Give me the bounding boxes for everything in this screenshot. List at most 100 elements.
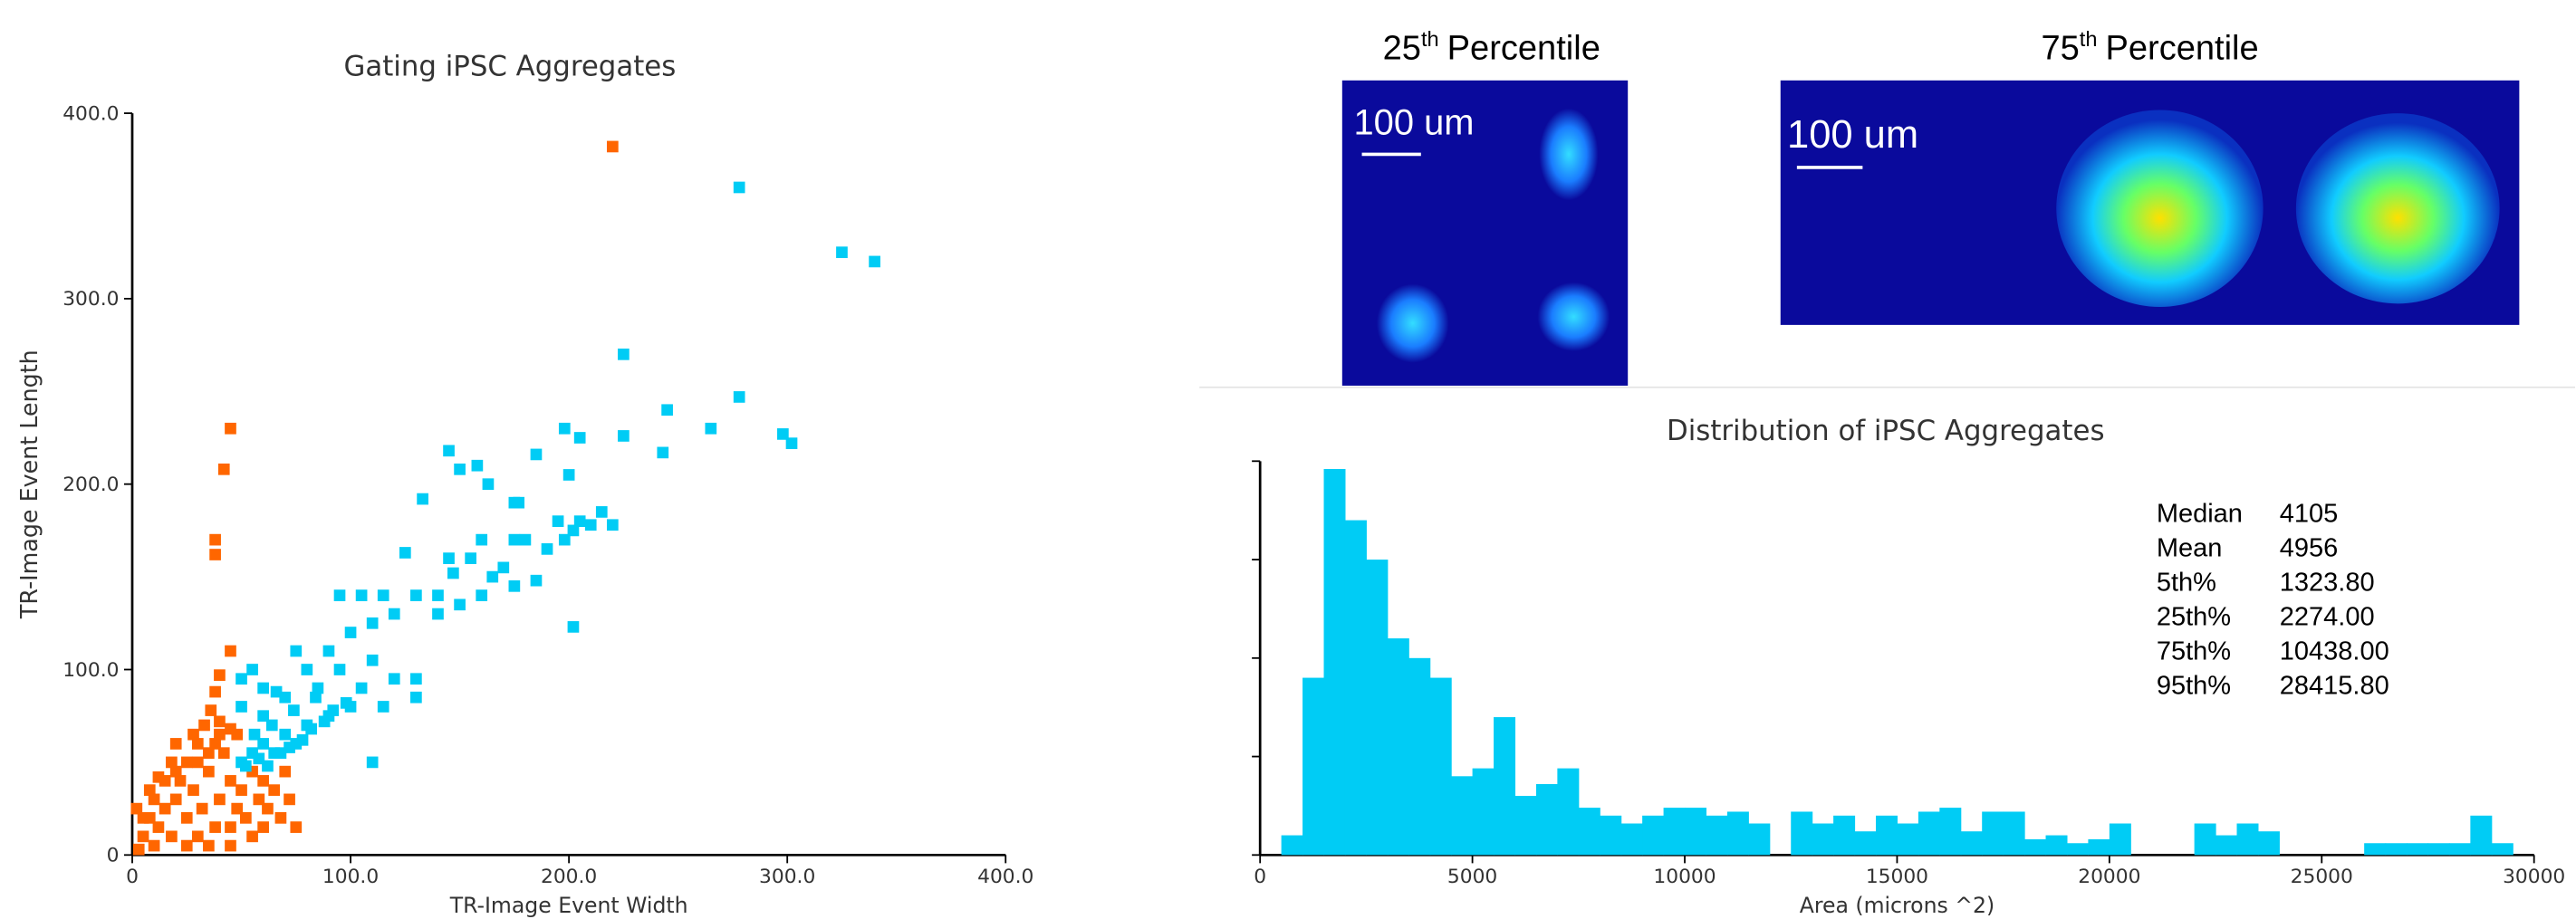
bar (2386, 843, 2408, 855)
point (214, 794, 226, 806)
point (279, 766, 291, 778)
bar (1876, 816, 1898, 856)
bar (1366, 560, 1388, 855)
point (509, 534, 521, 546)
x-axis-label: Area (microns ^2) (1800, 893, 1994, 918)
aggregate (1539, 109, 1598, 201)
point (568, 525, 580, 537)
point (203, 840, 215, 852)
point (389, 608, 400, 620)
bar (2470, 816, 2492, 856)
point (231, 803, 243, 815)
point (257, 683, 269, 694)
point (509, 580, 521, 592)
point (203, 766, 215, 778)
point (454, 598, 466, 610)
bar (2237, 824, 2259, 856)
aggregate (1538, 282, 1610, 351)
point (218, 747, 230, 759)
point (209, 686, 221, 698)
chart-title: Gating iPSC Aggregates (343, 50, 676, 82)
point (246, 830, 258, 842)
point (734, 182, 745, 194)
point (225, 775, 236, 787)
point (531, 575, 543, 587)
stat-value: 28415.80 (2280, 672, 2389, 701)
bar (1388, 638, 1409, 855)
point (257, 821, 269, 833)
caption-number: 75 (2041, 29, 2079, 67)
bar (1408, 658, 1430, 856)
point (476, 534, 487, 546)
point (705, 423, 716, 435)
scale-bar-label: 100 um (1787, 113, 1918, 157)
bar (2004, 811, 2025, 855)
point (367, 757, 379, 769)
point (334, 589, 346, 601)
point (187, 784, 199, 796)
point (197, 803, 208, 815)
point (410, 692, 422, 704)
scale-bar-label: 100 um (1354, 103, 1475, 143)
point (486, 571, 498, 583)
page: {"chart_data": [ {"type": "scatter", "ti… (0, 0, 2576, 919)
point (225, 840, 236, 852)
x-tick-label: 100.0 (322, 866, 379, 888)
point (618, 349, 630, 360)
point (559, 423, 571, 435)
caption-number: 25 (1383, 29, 1421, 67)
bar (1685, 808, 1706, 855)
bar (1473, 769, 1495, 856)
point (378, 589, 389, 601)
point (410, 589, 422, 601)
x-tick-label: 0 (1254, 866, 1266, 888)
x-tick-label: 15000 (1866, 866, 1928, 888)
point (214, 716, 226, 728)
y-tick-label: 200.0 (62, 474, 119, 496)
point (209, 549, 221, 560)
stat-value: 1323.80 (2280, 569, 2375, 598)
point (279, 729, 291, 741)
point (553, 515, 564, 527)
stat-label: Median (2157, 499, 2243, 528)
point (389, 673, 400, 684)
bar (1982, 811, 2004, 855)
point (356, 589, 368, 601)
point (198, 720, 210, 732)
bar (2024, 839, 2046, 855)
point (288, 704, 300, 716)
point (513, 497, 524, 509)
bar (1812, 824, 1834, 856)
point (133, 844, 145, 856)
point (144, 784, 156, 796)
stat-value: 4956 (2280, 533, 2339, 562)
stat-value: 4105 (2280, 499, 2339, 528)
point (235, 784, 247, 796)
x-tick-label: 20000 (2078, 866, 2140, 888)
point (657, 447, 668, 459)
point (786, 437, 798, 449)
point (218, 464, 230, 475)
point (138, 830, 149, 842)
point (159, 803, 171, 815)
point (319, 716, 331, 728)
point (323, 646, 335, 657)
point (596, 506, 608, 518)
bar (1833, 816, 1855, 856)
point (262, 803, 274, 815)
aggregate (1377, 284, 1449, 363)
point (476, 589, 487, 601)
bar (2110, 824, 2131, 856)
stat-label: 5th% (2157, 569, 2216, 598)
point (367, 617, 379, 629)
point (166, 830, 178, 842)
figure: 25thPercentile 100 um 75thPercentile 100… (0, 0, 2576, 919)
point (367, 655, 379, 666)
bar (2258, 831, 2280, 855)
bar (1282, 836, 1303, 856)
point (585, 519, 597, 531)
caption-suffix: th (2080, 27, 2098, 51)
point (130, 803, 142, 815)
point (170, 794, 182, 806)
